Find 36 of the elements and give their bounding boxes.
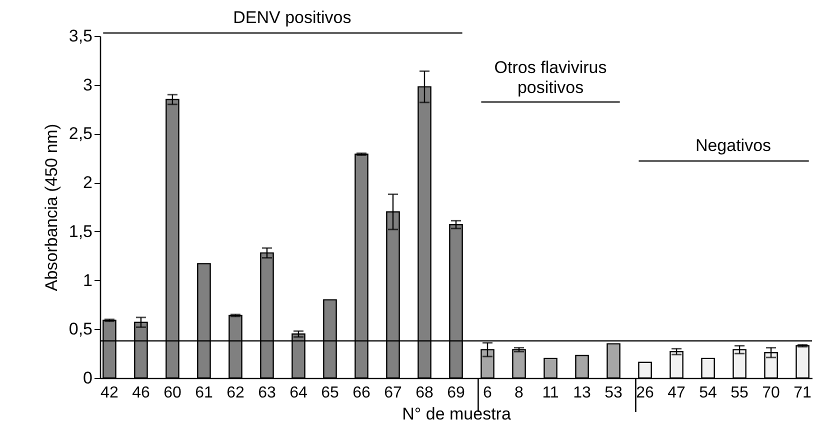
x-tick-label: 67 (384, 384, 402, 402)
y-tick-label: 3,5 (68, 26, 92, 46)
text: DENV positivos (233, 8, 352, 27)
y-tick-label: 0,5 (68, 320, 92, 339)
x-axis-title: N° de muestra (402, 404, 512, 424)
x-tick-label: 64 (290, 384, 308, 402)
x-tick-label: 68 (416, 384, 434, 402)
x-tick-label: 46 (132, 384, 150, 402)
y-tick-label: 2 (83, 173, 92, 192)
x-tick-label: 11 (542, 384, 559, 402)
y-axis-title: Absorbancia (450 nm) (42, 124, 61, 292)
x-tick-label: 70 (762, 384, 780, 402)
x-tick-label: 55 (730, 384, 749, 402)
x-tick-label: 66 (352, 384, 370, 402)
x-tick-label: 6 (483, 384, 492, 402)
y-tick-label: 1 (83, 270, 92, 290)
y-tick-label: 1,5 (68, 222, 92, 241)
x-tick-label: 47 (668, 384, 686, 402)
x-tick-label: 26 (636, 384, 654, 402)
x-tick-label: 53 (604, 384, 623, 402)
annotation: Negativos (695, 136, 772, 155)
x-tick-label: 13 (573, 384, 592, 402)
x-tick-label: 8 (514, 384, 524, 402)
x-tick-label: 61 (195, 384, 213, 402)
x-tick-label: 69 (447, 384, 465, 402)
x-tick-label: 65 (321, 384, 339, 402)
x-tick-label: 42 (100, 384, 118, 402)
x-tick-label: 54 (699, 384, 718, 402)
x-tick-label: 63 (258, 384, 276, 402)
x-tick-label: 62 (226, 384, 244, 402)
x-tick-label: 60 (164, 384, 182, 402)
y-tick-label: 0 (83, 368, 92, 388)
y-tick-label: 3 (83, 75, 92, 94)
y-tick-label: 2,5 (68, 124, 92, 144)
annotation: Otros flavivirus positivos (494, 58, 607, 97)
x-tick-label: 71 (794, 384, 812, 402)
